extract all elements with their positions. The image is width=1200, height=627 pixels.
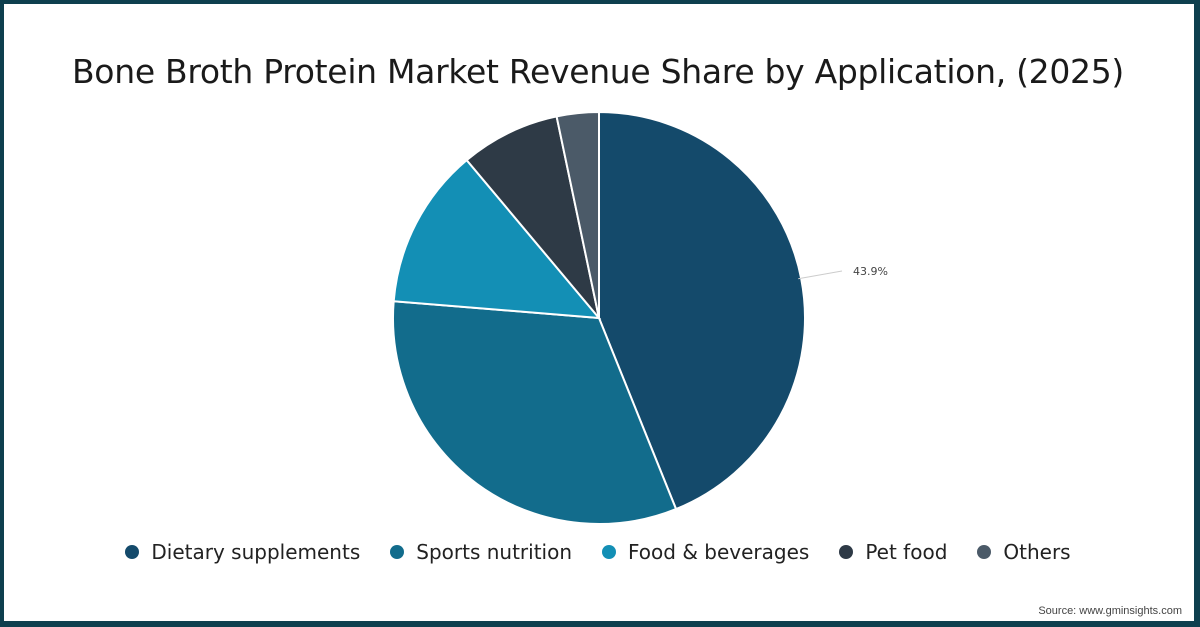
legend-label: Food & beverages (628, 540, 810, 564)
pie-slice-pet-food[interactable] (465, 115, 600, 319)
legend-dot-icon (390, 545, 405, 559)
pie-slices (392, 110, 806, 525)
source-credit: Source: www.gminsights.com (1038, 605, 1182, 617)
legend-item-dietary-supplements[interactable]: Dietary supplements (125, 540, 360, 564)
pie-slice-sports-nutrition[interactable] (392, 300, 678, 525)
data-label-dietary-supplements: 43.9% (853, 265, 888, 278)
legend-dot-icon (839, 545, 854, 559)
legend-label: Dietary supplements (151, 540, 361, 564)
legend-label: Others (1003, 540, 1071, 564)
legend-item-others[interactable]: Others (977, 540, 1071, 564)
pie-slice-food-beverages[interactable] (392, 158, 602, 320)
legend-label: Pet food (865, 540, 948, 564)
chart-title: Bone Broth Protein Market Revenue Share … (71, 52, 1125, 91)
legend-label: Sports nutrition (416, 540, 573, 564)
legend-item-sports-nutrition[interactable]: Sports nutrition (390, 540, 572, 564)
legend-item-pet-food[interactable]: Pet food (839, 540, 947, 564)
legend-item-food-beverages[interactable]: Food & beverages (602, 540, 809, 564)
chart-legend: Dietary supplements Sports nutrition Foo… (0, 540, 1196, 564)
legend-dot-icon (977, 545, 992, 559)
legend-dot-icon (125, 545, 140, 559)
pie-slice-others[interactable] (555, 110, 600, 319)
leader-line (798, 270, 843, 280)
pie-slice-dietary-supplements[interactable] (598, 110, 806, 511)
legend-dot-icon (602, 545, 617, 559)
